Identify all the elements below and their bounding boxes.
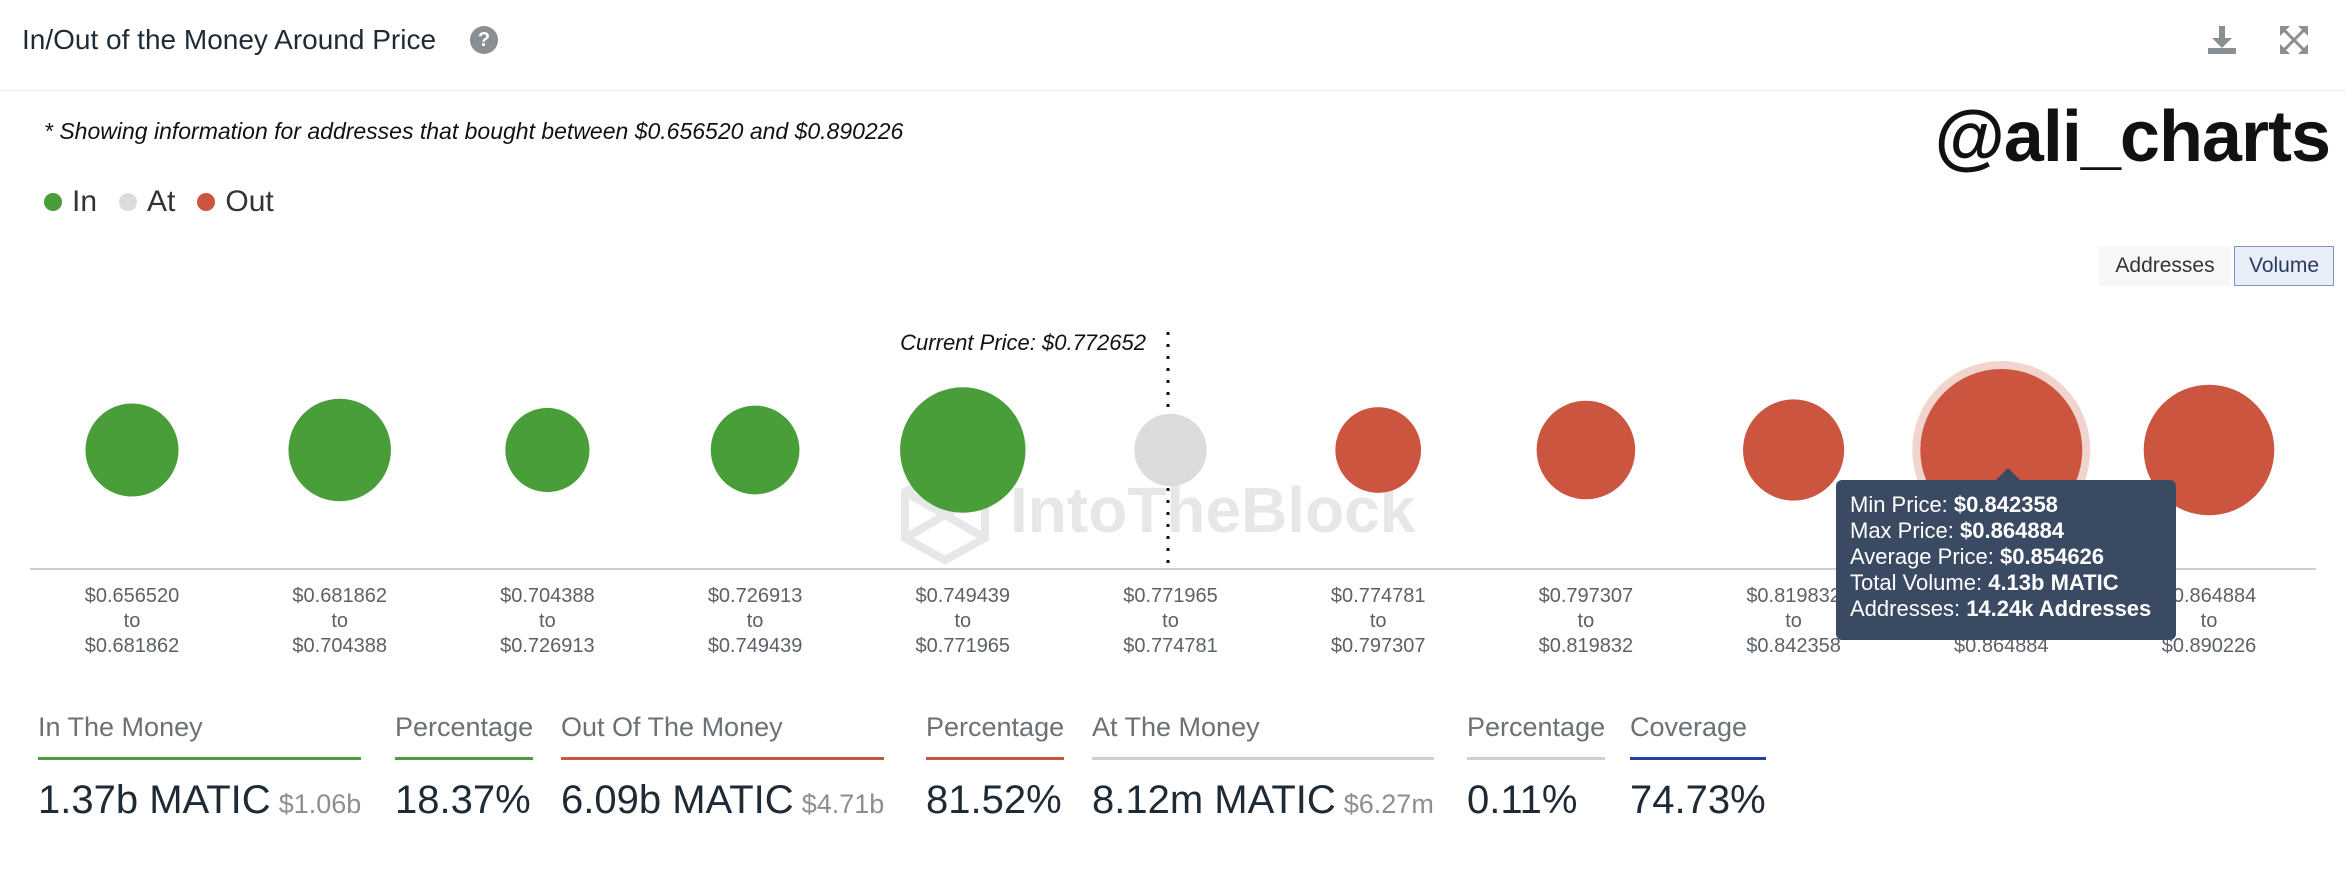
range-tick-label-0-2: $0.681862 (85, 635, 180, 657)
legend: In At Out (44, 184, 274, 220)
range-tick-label-0-0: $0.656520 (85, 585, 180, 607)
bubble-out-8[interactable] (1743, 399, 1845, 501)
tooltip-avg-label: Average Price: (1850, 544, 1994, 569)
stat-coverage-value: 74.73% (1630, 778, 1766, 822)
tooltip-max-label: Max Price: (1850, 518, 1954, 543)
range-tick-label-9-2: $0.864884 (1954, 635, 2049, 657)
range-tick-label-3-1: to (747, 610, 764, 632)
stat-coverage-label: Coverage (1630, 712, 1766, 760)
range-tick-label-2-2: $0.726913 (500, 635, 595, 657)
stat-at-label: At The Money (1092, 712, 1434, 760)
range-tick-label-4-0: $0.749439 (916, 585, 1011, 607)
range-tick-label-8-0: $0.819832 (1746, 585, 1841, 607)
stat-in-percentage: Percentage 18.37% (395, 712, 534, 823)
tooltip-avg-value: $0.854626 (2000, 544, 2105, 569)
range-tick-label-1-0: $0.681862 (292, 585, 387, 607)
stat-out-value: 6.09b MATIC (561, 778, 794, 822)
stat-at-pct-value: 0.11% (1467, 778, 1578, 822)
tooltip-volume-value: 4.13b MATIC (1988, 570, 2119, 595)
tooltip-min-label: Min Price: (1850, 492, 1948, 517)
legend-label-at: At (147, 185, 176, 218)
range-tick-label-7-0: $0.797307 (1539, 585, 1634, 607)
stat-at-percentage: Percentage 0.11% (1467, 712, 1606, 823)
expand-icon[interactable] (2278, 24, 2310, 56)
range-tick-label-5-0: $0.771965 (1123, 585, 1218, 607)
legend-item-at[interactable]: At (119, 185, 175, 219)
stat-at-pct-label: Percentage (1467, 712, 1606, 760)
intotheblock-watermark: IntoTheBlock (901, 465, 1416, 565)
tooltip-addresses-label: Addresses: (1850, 596, 1961, 621)
download-icon[interactable] (2206, 24, 2238, 56)
range-tick-label-2-0: $0.704388 (500, 585, 595, 607)
range-tick-label-1-1: to (331, 610, 348, 632)
range-tick-label-10-1: to (2201, 610, 2218, 632)
stat-in-label: In The Money (38, 712, 362, 760)
range-tick-label-5-2: $0.774781 (1123, 635, 1218, 657)
legend-label-in: In (72, 185, 98, 218)
bubble-in-1[interactable] (288, 398, 391, 502)
range-tick-label-6-2: $0.797307 (1331, 635, 1426, 657)
legend-label-out: Out (225, 185, 274, 218)
stat-out-pct-label: Percentage (926, 712, 1065, 760)
bubble-in-4[interactable] (900, 387, 1026, 513)
bubble-in-3[interactable] (710, 405, 800, 495)
stat-in-value: 1.37b MATIC (38, 778, 271, 822)
help-icon[interactable]: ? (470, 26, 498, 54)
panel-header: In/Out of the Money Around Price ? (0, 0, 2346, 91)
stat-in-the-money: In The Money 1.37b MATIC $1.06b (38, 712, 362, 823)
legend-dot-at (119, 193, 138, 211)
range-tick-label-7-2: $0.819832 (1539, 635, 1634, 657)
watermark-text: IntoTheBlock (1010, 474, 1416, 546)
bubble-at-5[interactable] (1134, 413, 1207, 487)
range-tick-label-5-1: to (1162, 610, 1179, 632)
range-tick-label-10-2: $0.890226 (2162, 635, 2257, 657)
stat-out-usd: $4.71b (801, 789, 885, 819)
range-tick-label-7-1: to (1578, 610, 1595, 632)
stat-at-the-money: At The Money 8.12m MATIC $6.27m (1092, 712, 1434, 823)
range-tick-label-6-1: to (1370, 610, 1387, 632)
range-note: * Showing information for addresses that… (44, 118, 904, 144)
author-handle: @ali_charts (1934, 97, 2331, 177)
tooltip-max-value: $0.864884 (1960, 518, 2065, 543)
legend-item-in[interactable]: In (44, 185, 97, 219)
range-tick-label-0-1: to (124, 610, 141, 632)
stat-in-usd: $1.06b (278, 789, 362, 819)
addresses-toggle-button[interactable]: Addresses (2099, 246, 2231, 286)
stat-out-label: Out Of The Money (561, 712, 885, 760)
range-tick-label-4-2: $0.771965 (916, 635, 1011, 657)
range-tick-label-8-1: to (1785, 610, 1802, 632)
range-tick-label-6-0: $0.774781 (1331, 585, 1426, 607)
bubble-out-7[interactable] (1536, 400, 1636, 500)
tooltip-min-value: $0.842358 (1953, 492, 2058, 517)
bubble-tooltip: Min Price: $0.842358 Max Price: $0.86488… (1836, 468, 2176, 640)
range-tick-label-3-0: $0.726913 (708, 585, 803, 607)
bubble-out-10[interactable] (2143, 384, 2275, 516)
range-tick-label-3-2: $0.749439 (708, 635, 803, 657)
bubble-out-6[interactable] (1335, 407, 1422, 493)
legend-dot-in (44, 193, 62, 211)
tooltip-addresses-value: 14.24k Addresses (1966, 596, 2152, 621)
stat-out-percentage: Percentage 81.52% (926, 712, 1065, 823)
stat-out-pct-value: 81.52% (926, 778, 1062, 822)
stat-at-usd: $6.27m (1343, 789, 1434, 819)
range-tick-label-10-0: $0.864884 (2162, 585, 2257, 607)
tooltip-volume-label: Total Volume: (1850, 570, 1983, 595)
range-tick-label-2-1: to (539, 610, 556, 632)
bubble-in-2[interactable] (505, 407, 590, 493)
legend-dot-out (197, 193, 216, 211)
summary-stats: In The Money 1.37b MATIC $1.06b Percentag… (0, 712, 2346, 872)
stat-in-pct-value: 18.37% (395, 778, 531, 822)
stat-in-pct-label: Percentage (395, 712, 534, 760)
volume-toggle-button[interactable]: Volume (2234, 246, 2334, 286)
stat-at-value: 8.12m MATIC (1092, 778, 1336, 822)
legend-item-out[interactable]: Out (197, 185, 274, 219)
range-tick-label-1-2: $0.704388 (292, 635, 387, 657)
panel-title: In/Out of the Money Around Price (22, 24, 437, 55)
bubble-in-0[interactable] (85, 403, 179, 497)
current-price-label: Current Price: $0.772652 (900, 330, 1146, 355)
range-tick-label-8-2: $0.842358 (1746, 635, 1841, 657)
stat-out-of-the-money: Out Of The Money 6.09b MATIC $4.71b (561, 712, 885, 823)
range-tick-label-4-1: to (954, 610, 971, 632)
stat-coverage: Coverage 74.73% (1630, 712, 1766, 823)
